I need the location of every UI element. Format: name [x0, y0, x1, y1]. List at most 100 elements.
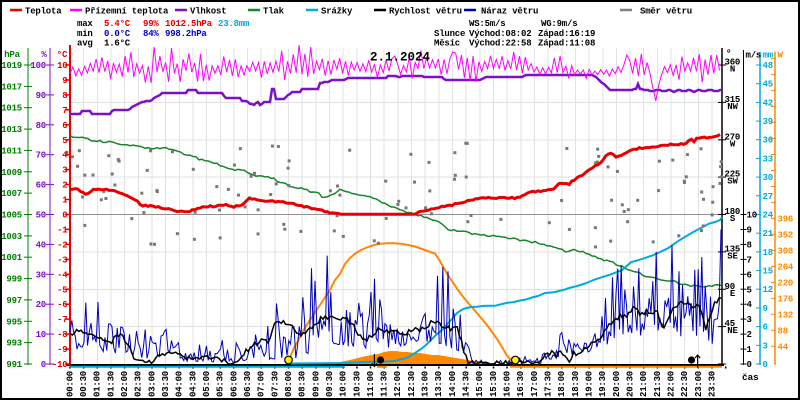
- svg-text:Slunce: Slunce: [434, 29, 465, 39]
- svg-text:Srážky: Srážky: [321, 7, 353, 17]
- svg-text:2: 2: [747, 330, 752, 340]
- svg-text:16:30: 16:30: [516, 371, 526, 397]
- svg-text:2.1.2024: 2.1.2024: [370, 51, 431, 65]
- svg-text:80: 80: [36, 121, 46, 131]
- svg-text:15:00: 15:00: [475, 371, 485, 397]
- svg-text:24: 24: [763, 210, 774, 220]
- svg-text:264: 264: [778, 262, 794, 272]
- svg-text:60: 60: [36, 181, 46, 191]
- svg-text:6: 6: [747, 270, 752, 280]
- svg-text:45: 45: [725, 319, 735, 329]
- svg-text:07:00: 07:00: [257, 371, 267, 397]
- svg-text:7: 7: [747, 255, 752, 265]
- svg-text:%: %: [41, 50, 47, 60]
- svg-text:45: 45: [763, 80, 773, 90]
- svg-text:998.2hPa: 998.2hPa: [165, 29, 207, 39]
- svg-text:14:30: 14:30: [462, 371, 472, 397]
- svg-text:04:30: 04:30: [188, 371, 198, 397]
- svg-text:1001: 1001: [1, 253, 23, 263]
- svg-text:1: 1: [747, 345, 753, 355]
- svg-text:1011: 1011: [1, 146, 23, 156]
- svg-text:01:30: 01:30: [106, 371, 116, 397]
- svg-text:90: 90: [36, 91, 46, 101]
- svg-text:88: 88: [778, 326, 788, 336]
- svg-text:Směr větru: Směr větru: [640, 7, 692, 17]
- svg-text:-2: -2: [57, 240, 67, 250]
- svg-text:225: 225: [725, 170, 741, 180]
- svg-text:18: 18: [763, 248, 773, 258]
- svg-text:-9: -9: [57, 345, 67, 355]
- svg-text:WS:5m/s: WS:5m/s: [469, 19, 505, 29]
- svg-text:997: 997: [6, 296, 22, 306]
- svg-text:1019: 1019: [1, 61, 22, 71]
- svg-text:03:00: 03:00: [147, 371, 157, 397]
- svg-text:SE: SE: [727, 251, 738, 261]
- svg-text:09:00: 09:00: [311, 371, 321, 397]
- svg-text:09:30: 09:30: [325, 371, 335, 397]
- svg-text:39: 39: [763, 117, 773, 127]
- svg-text:18:00: 18:00: [557, 371, 567, 397]
- svg-text:1.6°C: 1.6°C: [104, 39, 131, 49]
- svg-text:1017: 1017: [1, 82, 22, 92]
- svg-text:30: 30: [36, 270, 46, 280]
- svg-text:44: 44: [778, 342, 789, 352]
- svg-text:Západ:11:08: Západ:11:08: [538, 39, 595, 49]
- svg-text:SW: SW: [727, 177, 738, 187]
- svg-text:Západ:16:19: Západ:16:19: [538, 29, 595, 39]
- svg-text:3: 3: [62, 166, 67, 176]
- svg-text:4: 4: [62, 151, 68, 161]
- svg-text:10:30: 10:30: [352, 371, 362, 397]
- svg-text:993: 993: [6, 339, 22, 349]
- svg-text:02:30: 02:30: [134, 371, 144, 397]
- svg-text:-6: -6: [57, 300, 67, 310]
- svg-text:Rychlost větru: Rychlost větru: [389, 7, 462, 17]
- svg-text:315: 315: [725, 95, 741, 105]
- svg-text:5: 5: [747, 285, 752, 295]
- svg-text:08:30: 08:30: [298, 371, 308, 397]
- svg-text:06:30: 06:30: [243, 371, 253, 397]
- svg-text:NE: NE: [727, 326, 738, 336]
- svg-text:0: 0: [62, 211, 67, 221]
- svg-text:07:30: 07:30: [270, 371, 280, 397]
- svg-text:01:00: 01:00: [93, 371, 103, 397]
- svg-text:Měsíc: Měsíc: [434, 39, 460, 49]
- svg-text:9: 9: [763, 304, 768, 314]
- svg-text:max: max: [77, 19, 93, 29]
- svg-text:21: 21: [763, 229, 774, 239]
- svg-text:15: 15: [763, 267, 773, 277]
- svg-text:Náraz větru: Náraz větru: [481, 7, 538, 17]
- svg-text:1013: 1013: [1, 125, 22, 135]
- svg-text:33: 33: [763, 154, 773, 164]
- svg-text:-7: -7: [57, 315, 67, 325]
- svg-text:Tlak: Tlak: [263, 7, 285, 17]
- svg-text:23.8mm: 23.8mm: [218, 19, 250, 29]
- svg-text:132: 132: [778, 310, 794, 320]
- svg-text:2: 2: [62, 181, 67, 191]
- svg-text:21:30: 21:30: [653, 371, 663, 397]
- svg-text:99%: 99%: [143, 19, 159, 29]
- svg-text:14:00: 14:00: [448, 371, 458, 397]
- svg-text:Přízemní teplota: Přízemní teplota: [85, 7, 169, 17]
- svg-text:°C: °C: [57, 50, 68, 60]
- svg-text:308: 308: [778, 246, 794, 256]
- svg-text:W: W: [730, 139, 736, 149]
- svg-text:čas: čas: [742, 372, 759, 383]
- svg-text:°: °: [726, 49, 732, 61]
- svg-text:0: 0: [763, 360, 768, 370]
- svg-text:36: 36: [763, 136, 773, 146]
- svg-text:40: 40: [36, 240, 46, 250]
- svg-text:15:30: 15:30: [489, 371, 499, 397]
- svg-text:84%: 84%: [143, 29, 159, 39]
- svg-text:m/s: m/s: [746, 51, 762, 61]
- svg-text:9: 9: [747, 225, 752, 235]
- svg-text:-3: -3: [57, 255, 67, 265]
- svg-text:S: S: [730, 214, 736, 224]
- svg-text:05:30: 05:30: [216, 371, 226, 397]
- svg-text:00:00: 00:00: [65, 371, 75, 397]
- svg-text:5: 5: [62, 136, 67, 146]
- svg-text:6: 6: [763, 323, 768, 333]
- svg-text:396: 396: [778, 214, 794, 224]
- svg-text:48: 48: [763, 61, 773, 71]
- svg-text:10: 10: [36, 330, 46, 340]
- svg-text:05:00: 05:00: [202, 371, 212, 397]
